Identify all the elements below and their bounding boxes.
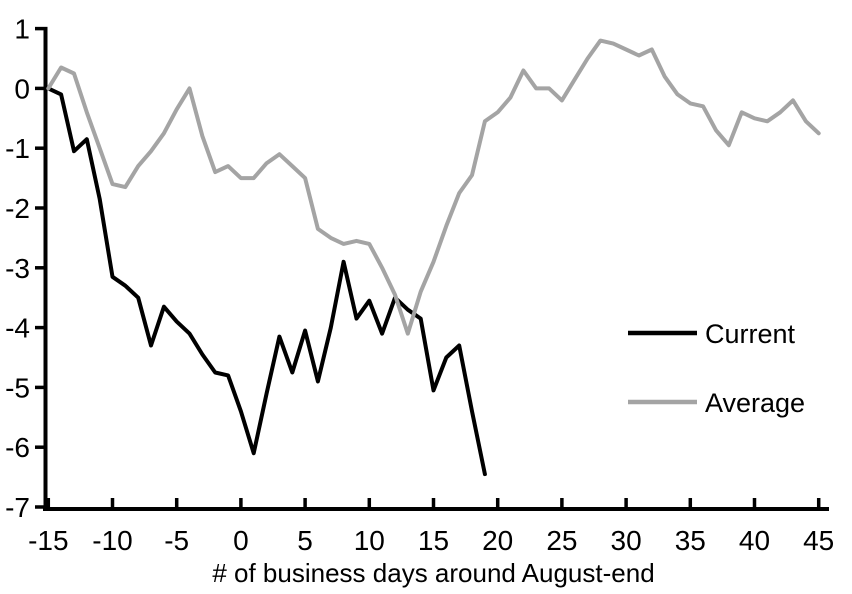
x-tick-label: 45 (803, 525, 834, 556)
y-tick-label: 1 (14, 14, 30, 45)
y-tick-label: 0 (14, 73, 30, 104)
y-tick-label: -1 (5, 133, 30, 164)
x-tick-label: 40 (739, 525, 770, 556)
y-tick-label: -4 (5, 313, 30, 344)
legend-average-label: Average (705, 388, 805, 418)
x-tick-label: 35 (675, 525, 706, 556)
legend-current-label: Current (705, 319, 796, 349)
series-current-line (46, 86, 487, 477)
x-tick-label: 30 (611, 525, 642, 556)
x-tick-label: -10 (92, 525, 132, 556)
x-tick-label: 20 (482, 525, 513, 556)
y-tick-label: -6 (5, 432, 30, 463)
y-tick-label: -7 (5, 492, 30, 523)
x-tick-label: -15 (28, 525, 68, 556)
y-tick-label: -5 (5, 372, 30, 403)
x-tick-label: -5 (164, 525, 189, 556)
x-axis-title: # of business days around August-end (212, 558, 654, 588)
x-tick-label: 5 (297, 525, 313, 556)
x-tick-label: 15 (418, 525, 449, 556)
y-tick-label: -2 (5, 193, 30, 224)
series-average-line (46, 38, 821, 336)
y-tick-label: -3 (5, 253, 30, 284)
x-tick-label: 25 (546, 525, 577, 556)
x-tick-label: 0 (233, 525, 249, 556)
x-tick-label: 10 (354, 525, 385, 556)
